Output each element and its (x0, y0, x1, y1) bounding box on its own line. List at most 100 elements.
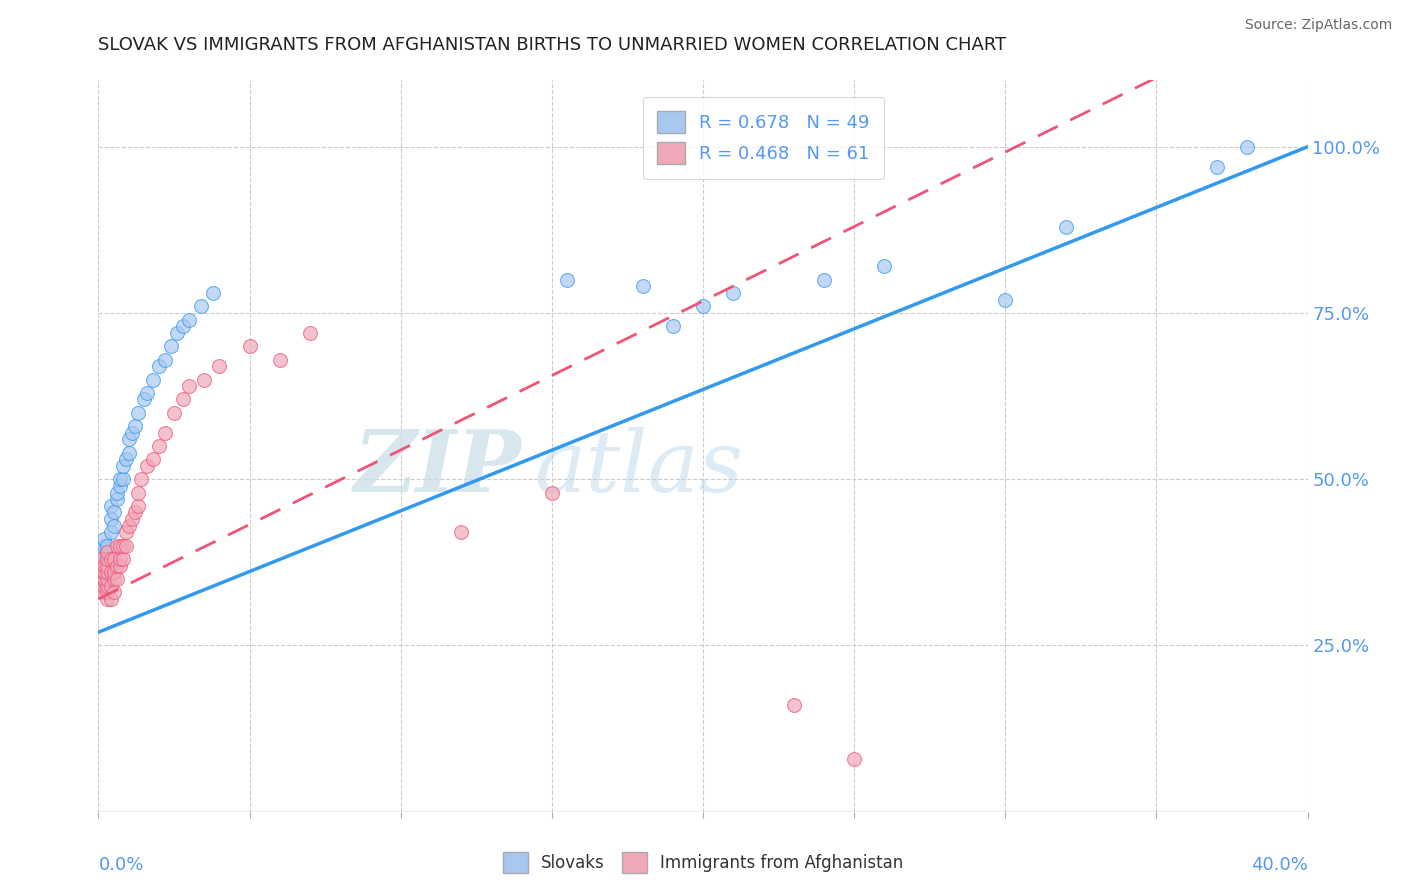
Point (163, 406, 186, 420)
Point (105, 485, 128, 500)
Text: ZIP: ZIP (354, 426, 522, 509)
Point (208, 359, 231, 374)
Point (93, 558, 115, 573)
Point (93, 572, 115, 586)
Point (135, 385, 157, 400)
Point (96, 539, 118, 553)
Point (103, 572, 125, 586)
Point (100, 525, 122, 540)
Point (90, 558, 112, 573)
Point (153, 352, 176, 367)
Point (108, 558, 131, 573)
Point (90, 566, 112, 580)
Point (100, 552, 122, 566)
Point (93, 552, 115, 566)
Text: Source: ZipAtlas.com: Source: ZipAtlas.com (1244, 18, 1392, 32)
Point (269, 352, 291, 367)
Point (90, 572, 112, 586)
Point (108, 479, 131, 493)
Point (555, 273, 578, 287)
Point (93, 572, 115, 586)
Point (90, 545, 112, 559)
Point (93, 585, 115, 599)
Point (121, 425, 143, 440)
Point (135, 458, 157, 473)
Point (90, 572, 112, 586)
Point (100, 512, 122, 526)
Point (132, 392, 155, 407)
Point (783, 698, 806, 713)
Point (96, 552, 118, 566)
Point (105, 492, 128, 507)
Point (114, 539, 136, 553)
Point (118, 518, 141, 533)
Point (111, 472, 134, 486)
Point (142, 372, 165, 386)
Point (96, 566, 118, 580)
Text: 0.0%: 0.0% (98, 855, 143, 873)
Point (692, 299, 714, 313)
Point (96, 591, 118, 606)
Point (153, 425, 176, 440)
Point (172, 319, 194, 334)
Point (299, 326, 322, 340)
Point (127, 485, 149, 500)
Legend: Slovaks, Immigrants from Afghanistan: Slovaks, Immigrants from Afghanistan (496, 846, 910, 880)
Point (994, 293, 1017, 307)
Point (118, 445, 141, 459)
Point (114, 452, 136, 467)
Point (93, 566, 115, 580)
Point (111, 458, 134, 473)
Point (96, 552, 118, 566)
Point (166, 326, 188, 340)
Point (105, 558, 128, 573)
Point (93, 579, 115, 593)
Point (100, 579, 122, 593)
Point (96, 579, 118, 593)
Point (661, 319, 683, 334)
Point (202, 286, 225, 301)
Point (111, 539, 134, 553)
Point (103, 506, 125, 520)
Point (108, 539, 131, 553)
Point (1206, 160, 1229, 174)
Point (93, 558, 115, 573)
Point (100, 499, 122, 513)
Point (108, 552, 131, 566)
Point (121, 512, 143, 526)
Point (90, 579, 112, 593)
Point (114, 525, 136, 540)
Point (160, 339, 183, 353)
Point (96, 545, 118, 559)
Point (93, 532, 115, 546)
Point (105, 572, 128, 586)
Point (129, 472, 152, 486)
Point (844, 751, 866, 765)
Point (90, 558, 112, 573)
Point (103, 552, 125, 566)
Point (179, 312, 201, 326)
Point (127, 406, 149, 420)
Point (148, 439, 170, 453)
Point (103, 585, 125, 599)
Point (96, 558, 118, 573)
Point (124, 506, 146, 520)
Point (190, 299, 212, 313)
Point (540, 485, 562, 500)
Point (118, 433, 141, 447)
Point (96, 566, 118, 580)
Point (100, 591, 122, 606)
Point (179, 379, 201, 393)
Text: atlas: atlas (534, 426, 742, 509)
Point (813, 273, 835, 287)
Point (172, 392, 194, 407)
Point (103, 566, 125, 580)
Point (723, 286, 745, 301)
Point (96, 585, 118, 599)
Point (142, 452, 165, 467)
Text: 40.0%: 40.0% (1251, 855, 1308, 873)
Legend: R = 0.678   N = 49, R = 0.468   N = 61: R = 0.678 N = 49, R = 0.468 N = 61 (643, 96, 884, 178)
Point (148, 359, 170, 374)
Point (631, 279, 654, 293)
Point (96, 572, 118, 586)
